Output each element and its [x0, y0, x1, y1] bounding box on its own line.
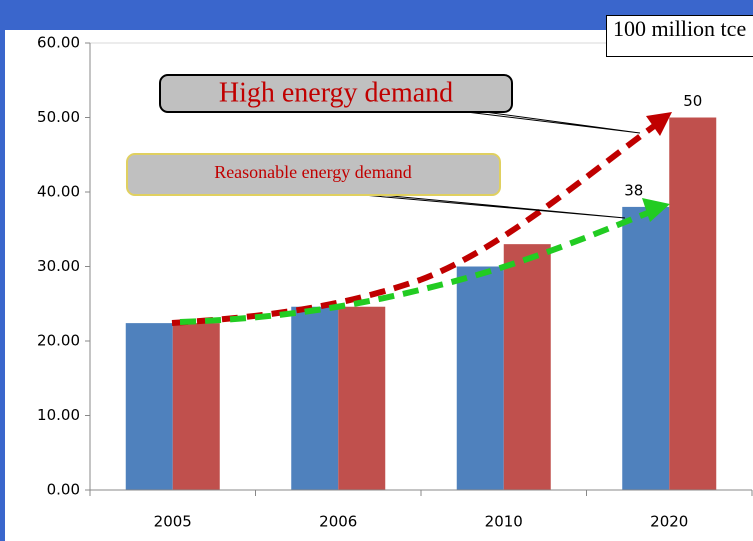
unit-label: 100 million tce: [606, 15, 753, 57]
bar: [291, 306, 339, 490]
reasonable-demand-arrow: [179, 207, 657, 325]
bar: [503, 244, 551, 490]
callout-text: High energy demand: [219, 77, 453, 108]
y-tick-label: 40.00: [37, 183, 80, 201]
y-tick-label: 50.00: [37, 108, 80, 126]
x-tick-label: 2010: [485, 513, 523, 531]
y-tick-label: 20.00: [37, 332, 80, 350]
x-tick-label: 2020: [650, 513, 688, 531]
callout-text: Reasonable energy demand: [214, 162, 412, 182]
bar: [172, 323, 220, 490]
arrow-head: [642, 198, 670, 222]
bar: [669, 117, 717, 490]
x-tick-label: 2006: [319, 513, 357, 531]
y-tick-label: 0.00: [47, 481, 80, 499]
bar: [622, 206, 670, 490]
bar: [338, 306, 386, 490]
y-tick-label: 30.00: [37, 257, 80, 275]
arrow-head: [646, 112, 672, 136]
data-label: 38: [624, 181, 643, 199]
y-tick-label: 60.00: [37, 34, 80, 52]
x-tick-label: 2005: [154, 513, 192, 531]
bar: [125, 323, 173, 490]
bar: [456, 266, 504, 490]
data-label: 50: [683, 92, 702, 110]
bars: [125, 117, 717, 490]
callout-box: [126, 153, 501, 196]
y-tick-label: 10.00: [37, 406, 80, 424]
callout-box: [159, 74, 513, 113]
